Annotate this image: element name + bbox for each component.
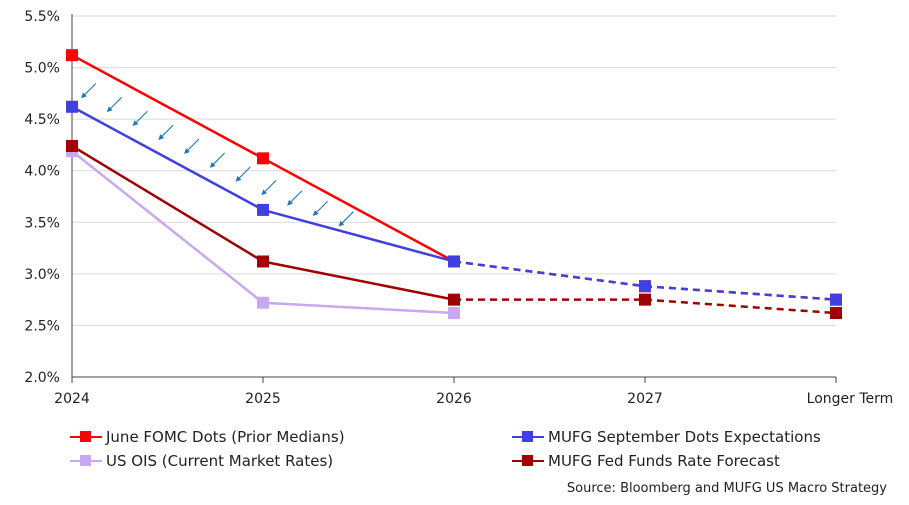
series-segment [644, 284, 837, 301]
data-point [448, 307, 460, 320]
series-segment [644, 298, 837, 315]
data-point [830, 307, 842, 320]
y-tick-label: 2.5% [24, 318, 60, 334]
y-tick-label: 5.5% [24, 9, 60, 25]
y-tick-label: 4.0% [24, 164, 60, 180]
data-point [66, 100, 78, 113]
annotation-arrow [261, 180, 277, 196]
y-tick-label: 4.5% [24, 112, 60, 128]
annotation-arrow [338, 211, 354, 227]
data-point [257, 203, 269, 216]
y-tick-label: 3.0% [24, 267, 60, 283]
series-segment [262, 301, 455, 315]
series-segment [262, 260, 455, 301]
data-point [257, 255, 269, 268]
data-point [448, 255, 460, 268]
series-segment [262, 157, 455, 263]
series-segment [71, 150, 264, 304]
x-tick-label: Longer Term [807, 391, 894, 407]
series-segment [71, 105, 264, 212]
series-3 [66, 139, 842, 320]
annotation-arrow [106, 96, 122, 113]
data-point [257, 152, 269, 165]
data-point [830, 293, 842, 306]
annotation-arrow [209, 152, 226, 168]
annotation-arrow [81, 83, 97, 99]
x-tick-label: 2026 [436, 391, 472, 407]
series-lines [66, 49, 842, 320]
annotation-arrow [132, 110, 148, 127]
x-tick-label: 2025 [245, 391, 281, 407]
grid-lines [72, 15, 836, 326]
data-point [448, 293, 460, 306]
axes [71, 14, 837, 383]
tick-labels: 2.0% 2.5% 3.0% 3.5% 4.0% 4.5% 5.0% 5.5% 2024 2025… [24, 9, 893, 407]
data-point [66, 49, 78, 62]
y-tick-label: 3.5% [24, 215, 60, 231]
x-tick-label: 2024 [54, 391, 90, 407]
series-segment [453, 260, 646, 288]
annotation-arrow [184, 138, 200, 154]
x-tick-label: 2027 [627, 391, 663, 407]
y-tick-label: 2.0% [24, 370, 60, 386]
data-point [257, 296, 269, 309]
y-tick-label: 5.0% [24, 61, 60, 77]
annotation-arrows [81, 83, 354, 227]
annotation-arrow [235, 166, 251, 182]
annotation-arrow [312, 200, 329, 217]
series-segment [71, 54, 264, 160]
series-2 [66, 145, 460, 320]
series-1 [66, 100, 842, 306]
annotation-arrow [158, 124, 174, 140]
data-point [66, 139, 78, 152]
series-segment [71, 144, 264, 263]
data-point [639, 280, 651, 293]
data-point [639, 293, 651, 306]
annotation-arrow [287, 190, 303, 206]
series-segment [262, 208, 455, 263]
